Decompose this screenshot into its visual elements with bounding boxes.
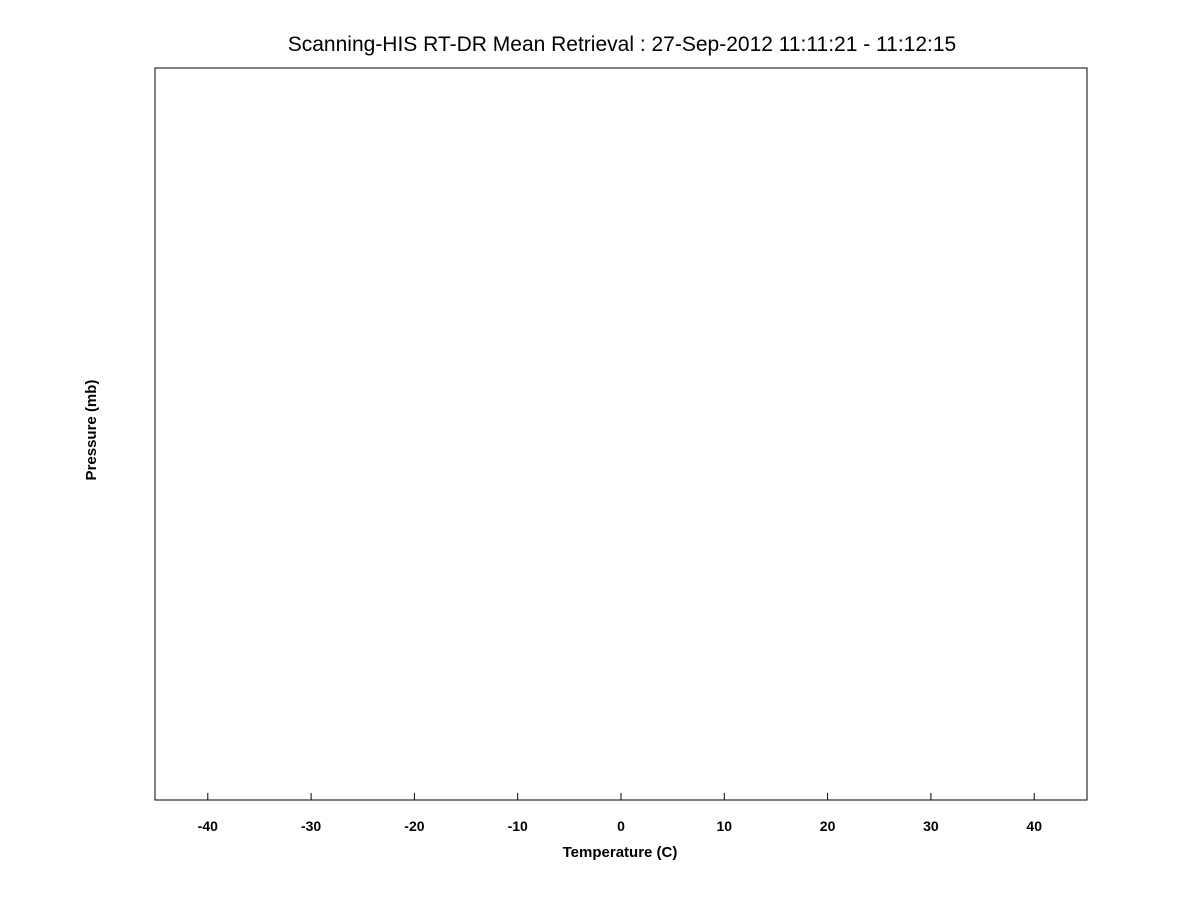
x-tick-label: 0 <box>617 818 625 834</box>
x-tick-label: -30 <box>301 818 321 834</box>
x-tick-label: -40 <box>198 818 218 834</box>
chart-title: Scanning-HIS RT-DR Mean Retrieval : 27-S… <box>288 33 956 56</box>
x-tick-label: 10 <box>717 818 733 834</box>
x-axis-ticks: -40 -30 -20 -10 0 10 20 30 40 <box>198 793 1042 834</box>
x-axis-label: Temperature (C) <box>563 844 678 861</box>
y-axis-label: Pressure (mb) <box>83 380 100 481</box>
x-tick-label: -10 <box>508 818 528 834</box>
x-tick-label: 20 <box>820 818 836 834</box>
x-tick-label: 40 <box>1026 818 1042 834</box>
x-tick-label: 30 <box>923 818 939 834</box>
x-tick-label: -20 <box>404 818 424 834</box>
